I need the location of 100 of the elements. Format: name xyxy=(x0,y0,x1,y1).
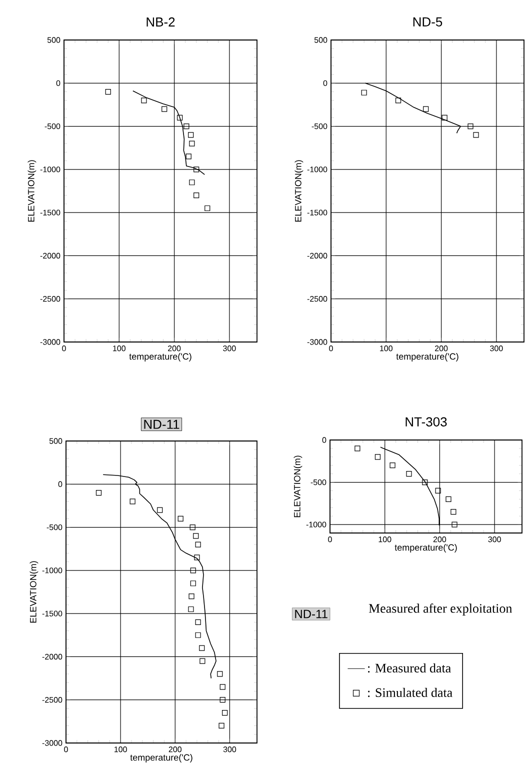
y-tick-label: 0 xyxy=(58,481,62,487)
point xyxy=(390,462,396,468)
x-tick-label: 300 xyxy=(490,346,503,352)
y-tick-label: -500 xyxy=(312,123,328,130)
point xyxy=(105,88,111,95)
y-tick-label: 0 xyxy=(323,80,328,86)
y-tick-label: -3000 xyxy=(40,339,60,345)
x-axis-title: temperature('C) xyxy=(396,353,458,362)
point xyxy=(96,490,102,496)
point xyxy=(190,524,196,530)
point xyxy=(423,106,429,112)
chart-title: ND-5 xyxy=(413,17,442,26)
x-axis-title: temperature('C) xyxy=(129,353,192,362)
point xyxy=(195,632,201,638)
y-tick-label: -3000 xyxy=(42,740,62,746)
chart-title: NT-303 xyxy=(406,417,447,426)
x-tick-label: 200 xyxy=(168,346,181,352)
point xyxy=(195,542,201,548)
point xyxy=(194,554,200,560)
point xyxy=(450,509,456,515)
chart-title: NB-2 xyxy=(146,17,175,26)
point xyxy=(162,106,168,112)
point xyxy=(222,710,228,716)
point xyxy=(188,594,194,600)
y-axis-title: ELEVATION(m) xyxy=(30,561,38,623)
point xyxy=(395,98,402,104)
point xyxy=(195,619,201,625)
y-tick-label: -500 xyxy=(310,479,326,486)
x-tick-label: 100 xyxy=(380,346,392,352)
point xyxy=(176,114,183,120)
text: ND-11 xyxy=(295,610,328,618)
x-tick-label: 300 xyxy=(223,346,236,352)
y-tick-label: -2000 xyxy=(40,252,60,259)
line-series xyxy=(102,474,216,679)
point xyxy=(452,522,458,528)
y-tick-label: 500 xyxy=(47,37,60,43)
point xyxy=(217,671,223,677)
y-axis-title: ELEVATION(m) xyxy=(294,160,304,222)
point xyxy=(374,454,381,460)
point xyxy=(199,645,205,651)
y-tick-label: -500 xyxy=(46,524,62,530)
x-tick-label: 200 xyxy=(433,536,446,542)
y-tick-label: 500 xyxy=(314,37,328,43)
point xyxy=(220,684,226,690)
point xyxy=(184,123,190,130)
point xyxy=(200,658,206,664)
y-tick-label: -1000 xyxy=(307,166,328,172)
point xyxy=(189,180,195,186)
point xyxy=(468,123,474,130)
y-tick-label: -2500 xyxy=(40,296,60,302)
point xyxy=(354,446,360,452)
point xyxy=(188,132,194,138)
y-tick-label: -2000 xyxy=(42,654,62,660)
x-tick-label: 100 xyxy=(114,746,127,752)
y-tick-label: -2000 xyxy=(307,252,328,259)
y-tick-label: -1500 xyxy=(40,210,60,216)
y-tick-label: 0 xyxy=(56,80,60,86)
point xyxy=(435,488,441,494)
point xyxy=(406,471,412,477)
text: Measured after exploitation xyxy=(368,604,512,616)
point xyxy=(188,606,194,612)
point xyxy=(220,697,226,703)
x-tick-label: 200 xyxy=(168,746,182,752)
x-tick-label: 100 xyxy=(378,536,392,542)
point xyxy=(446,496,452,502)
y-axis-title: ELEVATION(m) xyxy=(294,456,302,518)
point xyxy=(130,498,136,504)
y-tick-label: -1500 xyxy=(307,210,328,216)
point xyxy=(422,479,428,486)
point xyxy=(193,533,199,539)
legend-label: : Measured data xyxy=(368,663,451,673)
point xyxy=(141,98,147,104)
y-tick-label: -1000 xyxy=(306,522,326,528)
legend-label: : Simulated data xyxy=(368,688,452,698)
y-tick-label: -3000 xyxy=(307,339,328,345)
y-tick-label: -2500 xyxy=(42,697,62,703)
point xyxy=(218,722,224,729)
point xyxy=(194,192,200,198)
point xyxy=(194,166,200,172)
point xyxy=(190,568,196,574)
point xyxy=(361,90,367,96)
x-tick-label: 300 xyxy=(223,746,236,752)
y-tick-label: -1000 xyxy=(40,166,60,172)
y-tick-label: 500 xyxy=(49,438,62,444)
point xyxy=(473,132,479,138)
chart-title: ND-11 xyxy=(144,420,180,429)
line-series xyxy=(364,82,461,134)
x-tick-label: 0 xyxy=(64,746,68,752)
y-tick-label: -1000 xyxy=(42,568,62,574)
x-tick-label: 0 xyxy=(329,346,333,352)
point xyxy=(189,140,195,146)
line-series xyxy=(132,90,206,176)
point xyxy=(157,507,163,513)
point xyxy=(178,516,184,522)
x-tick-label: 0 xyxy=(328,536,332,542)
point xyxy=(442,114,448,120)
point xyxy=(204,205,210,212)
x-tick-label: 200 xyxy=(435,346,448,352)
point xyxy=(186,154,192,160)
x-tick-label: 100 xyxy=(113,346,126,352)
